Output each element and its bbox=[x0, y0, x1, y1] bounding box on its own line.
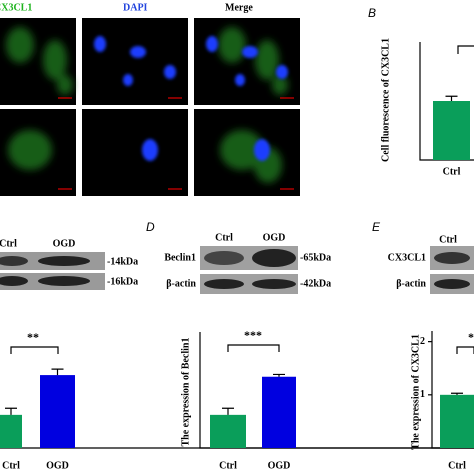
kda-marker: -65kDa bbox=[300, 252, 331, 263]
significance-bracket bbox=[10, 346, 59, 354]
y-axis-label: The expression of Beclin1 bbox=[180, 338, 191, 447]
bar bbox=[262, 376, 296, 448]
error-bar bbox=[273, 373, 285, 377]
y-axis-label: The expression of CX3CL1 bbox=[410, 334, 421, 450]
panel-label: E bbox=[372, 220, 381, 234]
error-bar bbox=[445, 95, 458, 101]
lane-label: Ctrl bbox=[0, 238, 17, 249]
panel-label: B bbox=[368, 6, 376, 20]
y-axis-label: Cell fluorescence of CX3CL1 bbox=[380, 38, 391, 162]
panel-label: D bbox=[146, 220, 155, 234]
x-tick-label: OGD bbox=[268, 460, 291, 471]
error-bar bbox=[51, 368, 64, 376]
significance-label: ** bbox=[27, 330, 39, 344]
significance-label: *** bbox=[244, 328, 262, 342]
bar bbox=[210, 414, 246, 448]
x-tick-label: Ctrl bbox=[448, 460, 466, 471]
y-tick-label: 2 bbox=[420, 336, 425, 347]
x-tick-label: Ctrl bbox=[443, 166, 461, 177]
error-bar bbox=[222, 407, 234, 415]
axis bbox=[199, 332, 474, 449]
western-blots bbox=[0, 246, 474, 294]
micrographs bbox=[0, 18, 300, 196]
x-tick-label: OGD bbox=[46, 460, 69, 471]
x-tick-label: Ctrl bbox=[2, 460, 20, 471]
bar bbox=[433, 101, 470, 160]
bar bbox=[0, 414, 22, 448]
bar bbox=[440, 394, 474, 448]
lane-label: Ctrl bbox=[439, 234, 457, 245]
y-tick-label: 1 bbox=[420, 389, 425, 400]
error-bar bbox=[451, 392, 463, 395]
kda-marker: -16kDa bbox=[107, 276, 138, 287]
column-label: CX3CL1 bbox=[0, 2, 32, 13]
kda-marker: -14kDa bbox=[107, 256, 138, 267]
blot-row-label: β-actin bbox=[166, 278, 196, 289]
bar bbox=[40, 375, 75, 448]
column-label: DAPI bbox=[123, 2, 148, 13]
column-label: Merge bbox=[225, 2, 253, 13]
lane-label: OGD bbox=[53, 238, 76, 249]
kda-marker: -42kDa bbox=[300, 278, 331, 289]
error-bar bbox=[5, 407, 17, 415]
lane-label: OGD bbox=[263, 232, 286, 243]
x-tick-label: Ctrl bbox=[219, 460, 237, 471]
significance-bracket bbox=[227, 344, 280, 352]
blot-row-label: Beclin1 bbox=[164, 252, 196, 263]
blot-row-label: β-actin bbox=[396, 278, 426, 289]
significance-label: * bbox=[468, 330, 474, 344]
significance-bracket bbox=[456, 346, 474, 354]
lane-label: Ctrl bbox=[215, 232, 233, 243]
significance-bracket bbox=[457, 45, 474, 54]
blot-row-label: CX3CL1 bbox=[388, 252, 426, 263]
